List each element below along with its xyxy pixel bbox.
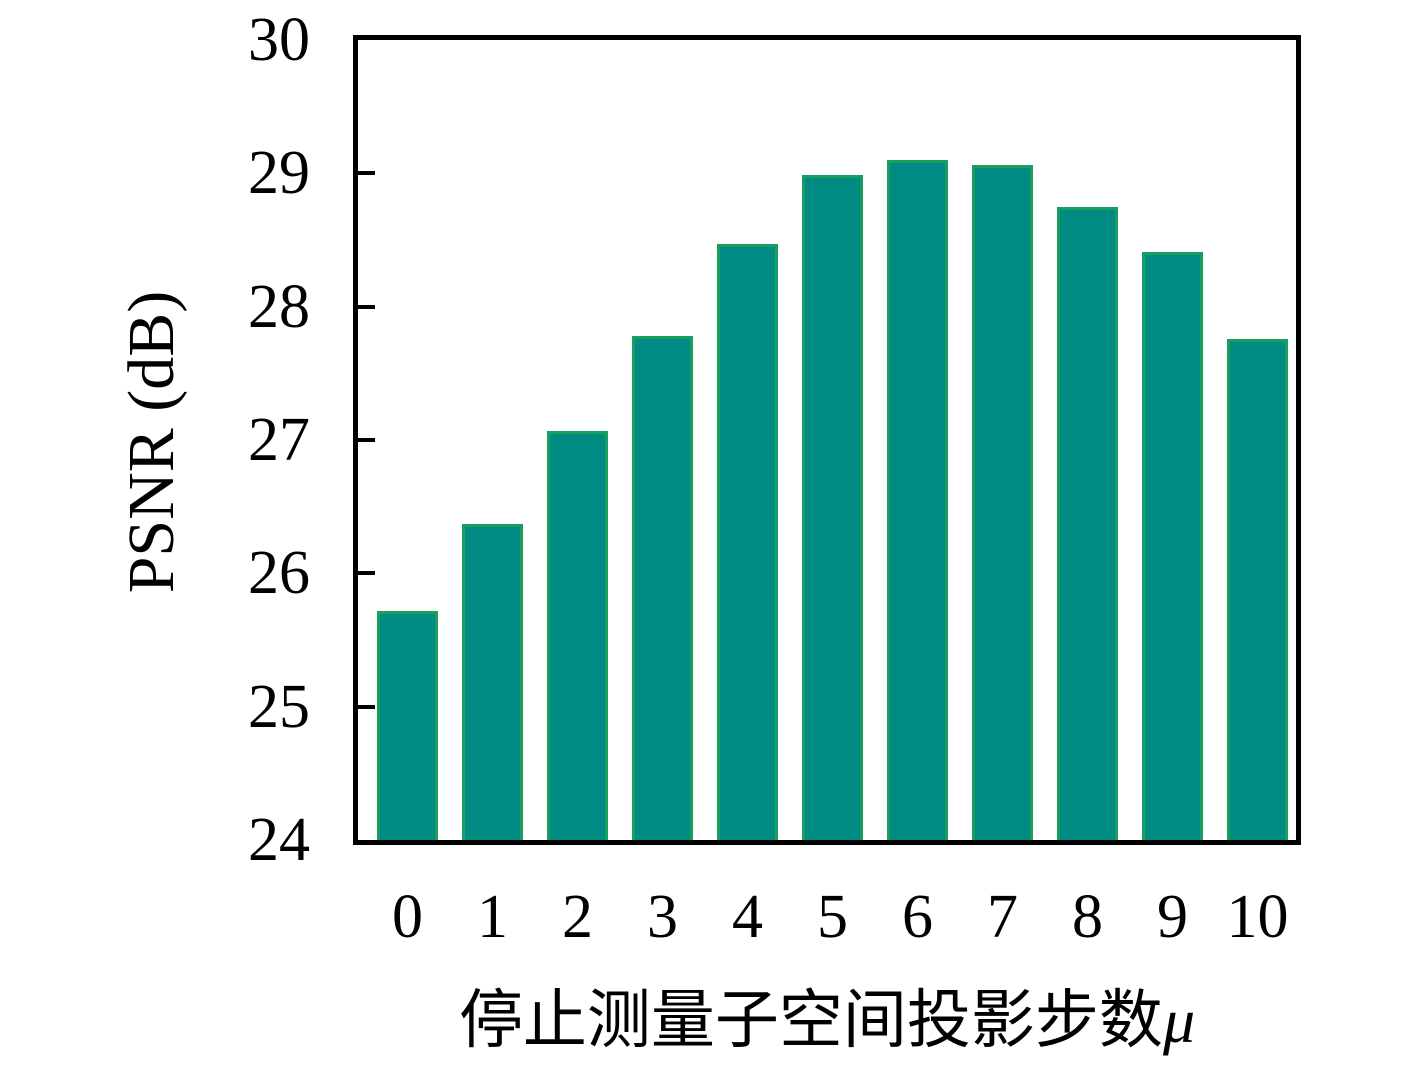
- bar-1: [462, 524, 523, 840]
- y-tick-label-30: 30: [248, 6, 310, 74]
- y-tick-mark-27: [358, 438, 375, 442]
- y-tick-mark-28: [358, 304, 375, 309]
- y-tick-label-27: 27: [248, 406, 310, 474]
- bar-6: [887, 160, 948, 840]
- y-tick-mark-25: [358, 704, 375, 709]
- x-axis-label-mu-symbol: μ: [1162, 985, 1196, 1056]
- y-tick-label-28: 28: [248, 272, 310, 341]
- bar-9: [1142, 252, 1203, 840]
- y-tick-mark-29: [358, 171, 375, 176]
- bar-10: [1227, 338, 1288, 840]
- x-tick-label-2: 2: [562, 883, 593, 951]
- x-tick-label-0: 0: [392, 883, 423, 951]
- x-tick-label-7: 7: [987, 883, 1018, 951]
- bar-5: [802, 174, 863, 840]
- y-tick-label-26: 26: [248, 539, 310, 608]
- bar-0: [377, 610, 438, 840]
- y-tick-label-29: 29: [248, 139, 310, 208]
- y-tick-mark-26: [358, 571, 375, 576]
- bar-8: [1057, 206, 1118, 840]
- y-tick-label-25: 25: [248, 672, 310, 741]
- x-tick-label-4: 4: [732, 883, 763, 951]
- x-axis-label: 停止测量子空间投影步数μ: [353, 983, 1301, 1059]
- bar-7: [972, 165, 1033, 840]
- x-tick-label-10: 10: [1226, 883, 1289, 951]
- bar-3: [632, 336, 693, 840]
- x-tick-label-6: 6: [902, 883, 933, 951]
- plot-area: [353, 35, 1301, 845]
- x-tick-label-3: 3: [647, 883, 678, 951]
- x-tick-label-5: 5: [817, 883, 848, 951]
- x-axis-label-text: 停止测量子空间投影步数: [458, 985, 1163, 1056]
- bars-container: [358, 40, 1296, 840]
- bar-2: [547, 430, 608, 840]
- x-tick-label-8: 8: [1072, 883, 1103, 951]
- y-tick-label-24: 24: [248, 806, 310, 874]
- x-tick-label-1: 1: [477, 883, 508, 951]
- x-tick-label-9: 9: [1157, 883, 1188, 951]
- bar-4: [717, 244, 778, 840]
